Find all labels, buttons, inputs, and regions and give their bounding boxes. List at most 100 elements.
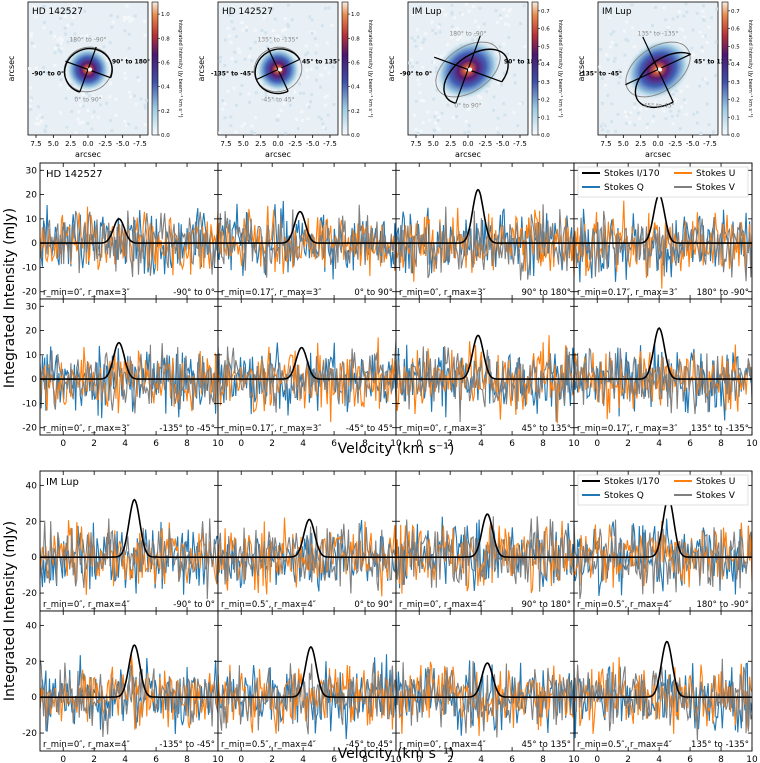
velocity-axis-label: Velocity (km s⁻¹) <box>338 441 455 457</box>
sector-arc <box>254 48 301 95</box>
map-speckle <box>99 95 103 99</box>
map-speckle <box>105 101 109 105</box>
map-speckle <box>301 119 305 123</box>
map-speckle <box>612 30 616 34</box>
map-speckle <box>707 123 711 127</box>
map-speckle <box>410 36 414 40</box>
xtick-label: 8 <box>540 755 546 763</box>
colorbar-tick-label: 0.0 <box>161 133 170 139</box>
map-xtick-label: 7.5 <box>410 140 421 148</box>
map-speckle <box>64 32 68 36</box>
sector-annotation: 45° to 135° <box>522 740 571 750</box>
stokes-i-line <box>40 644 218 698</box>
map-speckle <box>253 40 257 44</box>
map-speckle <box>240 83 244 87</box>
radius-annotation: r_min=0″, r_max=3″ <box>399 424 486 434</box>
map-speckle <box>466 107 470 111</box>
map-speckle <box>645 106 649 110</box>
colorbar-tick-label: 0.3 <box>731 80 740 86</box>
legend-box <box>577 166 749 198</box>
ytick-label: 20 <box>26 517 38 527</box>
ytick-label: 40 <box>26 481 38 491</box>
map-title: HD 142527 <box>32 7 83 17</box>
map-speckle <box>71 5 75 9</box>
map-speckle <box>234 35 238 39</box>
map-speckle <box>272 98 276 102</box>
map-speckle <box>125 123 129 127</box>
xtick-label: 0 <box>594 755 600 763</box>
map-speckle <box>28 67 32 71</box>
map-speckle <box>223 63 227 67</box>
radius-annotation: r_min=0″, r_max=3″ <box>43 288 130 298</box>
map-speckle <box>223 116 227 120</box>
map-speckle <box>432 97 436 101</box>
map-speckle <box>320 24 324 28</box>
intensity-map: HD 142527 180° to -90° 90° to 180° -90° to … <box>7 1 183 159</box>
map-speckle <box>139 97 143 101</box>
sector-annotation: -45° to 45° <box>346 740 393 750</box>
map-speckle <box>230 56 234 60</box>
map-speckle <box>251 10 255 14</box>
map-speckle <box>59 83 63 87</box>
map-speckle <box>431 28 435 32</box>
map-xtick-label: 7.5 <box>220 140 231 148</box>
map-speckle <box>111 20 115 24</box>
sector-divider <box>277 69 289 92</box>
sector-divider <box>455 69 469 104</box>
map-speckle <box>273 17 277 21</box>
map-speckle <box>607 16 611 20</box>
map-speckle <box>433 115 437 119</box>
map-speckle <box>83 9 87 13</box>
map-speckle <box>658 31 662 35</box>
xtick-label: 6 <box>153 439 159 449</box>
radius-annotation: r_min=0.17″, r_max=3″ <box>221 424 321 434</box>
map-speckle <box>426 110 430 114</box>
map-speckle <box>305 68 309 72</box>
map-speckle <box>82 92 86 96</box>
xtick-label: 0 <box>60 439 66 449</box>
map-speckle <box>143 33 147 37</box>
map-speckle <box>622 29 626 33</box>
map-speckle <box>40 71 44 75</box>
map-speckle <box>682 14 686 18</box>
map-speckle <box>652 114 656 118</box>
colorbar-tick-label: 0.8 <box>351 36 360 42</box>
map-speckle <box>324 103 328 107</box>
map-ylabel: arcsec <box>387 56 396 82</box>
map-speckle <box>79 103 83 107</box>
panel-lines <box>218 646 396 740</box>
sector-annotation: 0° to 90° <box>354 600 393 610</box>
map-speckle <box>236 47 240 51</box>
map-speckle <box>99 103 103 107</box>
sector-annotation: 90° to 180° <box>522 288 571 298</box>
map-speckle <box>233 50 237 54</box>
map-speckle <box>53 51 57 55</box>
map-speckle <box>85 34 89 38</box>
grid-title: IM Lup <box>46 477 79 488</box>
map-xtick-label: -2.5 <box>478 140 492 148</box>
stokes-i-line <box>396 334 574 380</box>
map-speckle <box>219 55 223 59</box>
map-speckle <box>45 71 49 75</box>
map-speckle <box>80 35 84 39</box>
radius-annotation: r_min=0″, r_max=4″ <box>399 740 486 750</box>
map-speckle <box>87 35 91 39</box>
sector-annotation: -45° to 45° <box>346 424 393 434</box>
map-speckle <box>102 45 106 49</box>
map-speckle <box>682 98 686 102</box>
sector-annotation: -90° to 0° <box>173 600 215 610</box>
map-speckle <box>43 130 47 134</box>
panel-lines <box>40 341 218 419</box>
star-marker <box>278 67 282 72</box>
map-speckle <box>127 32 131 36</box>
map-speckle <box>691 28 695 32</box>
map-speckle <box>110 129 114 133</box>
intensity-map: IM Lup 135° to -135° 45° to 135° -135° to -… <box>577 1 753 159</box>
colorbar-tick-label: 0.5 <box>731 44 740 50</box>
stokes-u-line <box>396 520 574 594</box>
map-speckle <box>90 115 94 119</box>
map-speckle <box>698 30 702 34</box>
sector-divider <box>433 56 469 71</box>
map-speckle <box>312 30 316 34</box>
sector-label-right: 45° to 135° <box>302 59 340 66</box>
